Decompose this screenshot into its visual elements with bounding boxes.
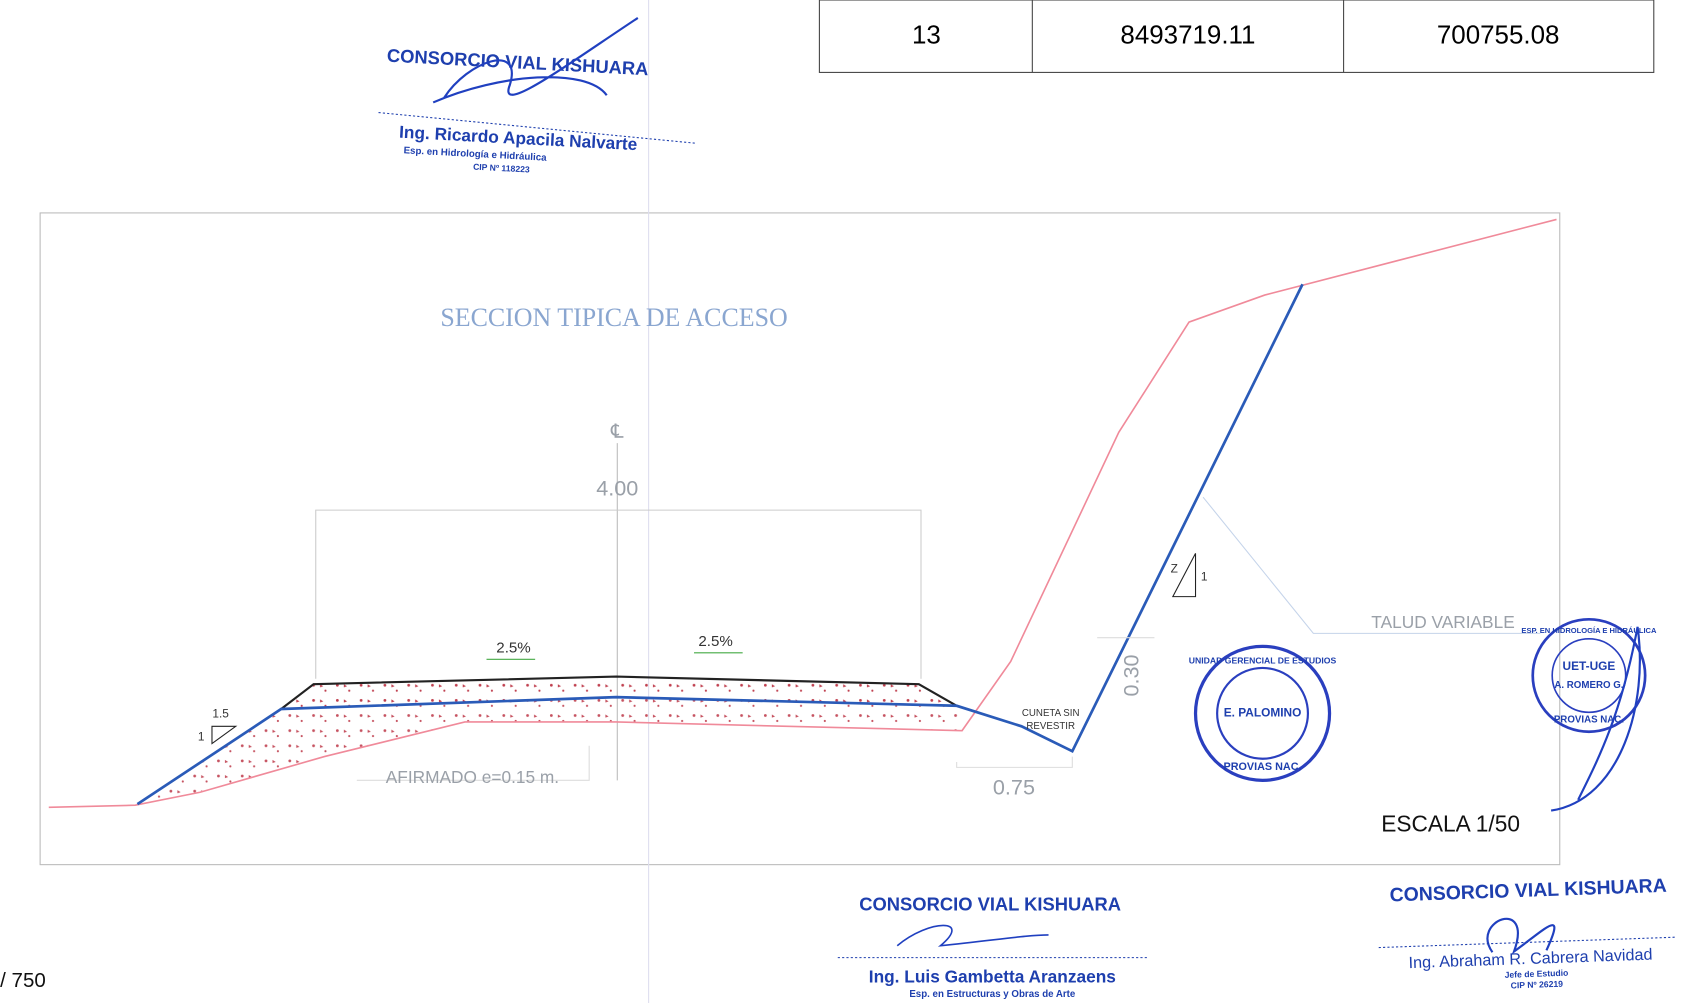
seal: ESP. EN HIDROLOGÍA E HIDRÁULICA UET-UGE … (1521, 619, 1657, 810)
slope-label: 2.5% (698, 633, 732, 650)
cell: 13 (912, 22, 941, 50)
afirmado-label: AFIRMADO e=0.15 m. (386, 767, 559, 787)
side-slope-v: 1 (198, 729, 205, 743)
stamp-specialty: Esp. en Estructuras y Obras de Arte (909, 989, 1076, 1000)
stamp: CONSORCIO VIAL KISHUARA Ing. Luis Gambet… (838, 894, 1148, 1000)
afirmado-fill (137, 697, 962, 804)
cuneta-label: REVESTIR (1026, 721, 1075, 732)
coordinate-table: 13 8493719.11 700755.08 (819, 0, 1653, 72)
stamp-company: CONSORCIO VIAL KISHUARA (386, 45, 649, 80)
talud-label: TALUD VARIABLE (1371, 612, 1514, 632)
stamp-company: CONSORCIO VIAL KISHUARA (1389, 875, 1667, 907)
stamp-cip: CIP Nº 26219 (1510, 979, 1563, 991)
page: 13 8493719.11 700755.08 CONSORCIO VIAL K… (0, 0, 1695, 1003)
seal-ring: PROVIAS NAC. (1224, 761, 1302, 773)
slope-label: 2.5% (496, 639, 530, 656)
centerline-symbol: ℄ (610, 420, 624, 442)
cuneta-label: CUNETA SIN (1022, 708, 1080, 719)
drawing-title: SECCION TIPICA DE ACCESO (440, 303, 787, 332)
side-slope-h: 1.5 (212, 707, 229, 721)
cuneta-depth: 0.30 (1119, 654, 1144, 696)
page-number: / 750 (0, 969, 46, 992)
talud-z: Z (1171, 562, 1178, 576)
stamp-name: Ing. Luis Gambetta Aranzaens (869, 967, 1116, 987)
seal: UNIDAD GERENCIAL DE ESTUDIOS E. PALOMINO… (1189, 646, 1337, 780)
stamp: CONSORCIO VIAL KISHUARA Ing. Abraham R. … (1377, 875, 1678, 995)
seal-center: A. ROMERO G. (1554, 680, 1623, 691)
cuneta-width: 0.75 (993, 775, 1035, 800)
stamp-cip: CIP Nº 118223 (473, 162, 530, 175)
stamp: CONSORCIO VIAL KISHUARA Ing. Ricardo Apa… (376, 5, 703, 184)
dim-width: 4.00 (596, 475, 638, 500)
talud-one: 1 (1201, 569, 1208, 583)
scale-label: ESCALA 1/50 (1381, 811, 1520, 837)
cell: 8493719.11 (1120, 22, 1255, 50)
stamp-company: CONSORCIO VIAL KISHUARA (859, 894, 1121, 915)
dim-line (957, 757, 1073, 768)
seal-ring: UNIDAD GERENCIAL DE ESTUDIOS (1189, 656, 1337, 666)
seal-center: E. PALOMINO (1224, 705, 1302, 719)
dim-line (316, 510, 921, 679)
seal-center: UET-UGE (1563, 659, 1616, 673)
cell: 700755.08 (1437, 22, 1560, 50)
